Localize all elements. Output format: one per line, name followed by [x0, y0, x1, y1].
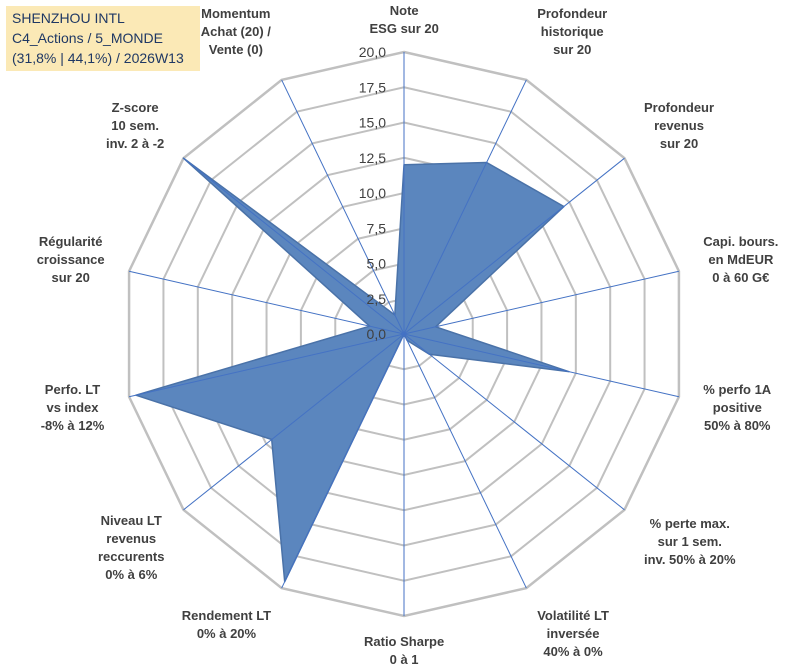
axis-label-line: inv. 50% à 20% [644, 552, 736, 568]
axis-label-line: Régularité [38, 233, 103, 249]
axis-label-line: ESG sur 20 [369, 21, 439, 36]
axis-spoke [403, 333, 527, 589]
axis-label-line: Profondeur [644, 99, 715, 115]
axis-spoke [403, 333, 625, 511]
axis-label-line: inv. 2 à -2 [106, 135, 165, 151]
axis-label-line: Z-score [111, 99, 159, 115]
axis-spoke [403, 270, 680, 335]
axis-spoke [183, 333, 405, 511]
tick-label: 10,0 [359, 185, 386, 201]
axis-label: Profondeur historique sur 20 [537, 5, 607, 59]
axis-spoke [403, 157, 625, 335]
axis-label-line: 0 à 1 [389, 652, 419, 667]
axis-spoke [403, 333, 680, 398]
axis-label: Perfo. LT vs index -8% à 12% [41, 381, 105, 435]
tick-label: 15,0 [359, 115, 386, 131]
axis-spoke [281, 333, 405, 589]
axis-label-line: 40% à 0% [543, 643, 603, 659]
radial-tick-labels: 0,0 2,5 5,0 7,5 10,0 12,5 15,0 17,5 20,0 [359, 44, 386, 342]
axis-label: Z-score 10 sem. inv. 2 à -2 [106, 99, 164, 153]
axis-label-line: Note [389, 3, 419, 18]
axis-label: % perfo 1A positive 50% à 80% [703, 381, 771, 435]
axis-label-line: Rendement LT [181, 607, 272, 623]
axis-label-line: inversée [546, 625, 600, 641]
axis-label-line: en MdEUR [708, 251, 774, 267]
axis-label: Ratio Sharpe 0 à 1 [364, 633, 444, 669]
axis-label-line: 0% à 20% [196, 625, 257, 641]
tick-label: 12,5 [359, 150, 386, 166]
axis-label-line: reccurents [98, 548, 165, 564]
chart-title: SHENZHOU INTL [12, 10, 125, 26]
axis-label-line: 0% à 6% [105, 566, 158, 582]
axis-label-line: sur 20 [51, 269, 90, 285]
axis-label: Profondeur revenus sur 20 [644, 99, 714, 153]
tick-label: 0,0 [367, 326, 387, 342]
axis-label-line: Profondeur [537, 6, 608, 22]
axis-label-line: sur 20 [553, 42, 592, 58]
axis-label-line: vs index [46, 400, 99, 416]
axis-label-line: positive [712, 400, 762, 416]
axis-label-line: sur 20 [659, 135, 699, 151]
axis-spoke [403, 79, 527, 335]
axis-label-line: Capi. bours. [703, 233, 779, 249]
axis-label-line: croissance [36, 251, 105, 267]
axis-label: Momentum Achat (20) / Vente (0) [201, 5, 271, 59]
axis-label: Capi. bours. en MdEUR 0 à 60 G€ [703, 233, 778, 287]
axis-label: Rendement LT 0% à 20% [182, 607, 271, 643]
chart-subtitle-stats: (31,8% | 44,1%) / 2026W13 [12, 50, 184, 66]
axis-label-line: Perfo. LT [44, 382, 101, 398]
chart-title-box: SHENZHOU INTL C4_Actions / 5_MONDE (31,8… [6, 6, 200, 71]
axis-spoke [128, 333, 405, 398]
axis-label-line: revenus [106, 530, 157, 546]
tick-label: 5,0 [367, 256, 387, 272]
chart-subtitle: C4_Actions / 5_MONDE [12, 30, 163, 46]
axis-label-line: % perfo 1A [703, 382, 772, 398]
axis-label-line: revenus [654, 117, 704, 133]
axis-label-line: 10 sem. [111, 117, 159, 133]
axis-label: Niveau LT revenus reccurents 0% à 6% [98, 512, 164, 584]
axis-label-line: Volatilité LT [537, 607, 609, 623]
axis-label: Note ESG sur 20 [370, 2, 439, 38]
tick-label: 20,0 [359, 44, 386, 60]
axis-spoke [128, 270, 405, 335]
axis-label-line: 0 à 60 G€ [712, 269, 770, 285]
tick-label: 2,5 [367, 291, 387, 307]
axis-label: Volatilité LT inversée 40% à 0% [537, 607, 609, 661]
radar-spokes [128, 52, 680, 616]
axis-label-line: Momentum [201, 6, 271, 22]
axis-label-line: Vente (0) [208, 42, 263, 58]
tick-label: 7,5 [367, 220, 387, 236]
axis-spoke [281, 79, 405, 335]
axis-label-line: Ratio Sharpe [364, 634, 445, 649]
axis-spoke [183, 157, 405, 335]
tick-label: 17,5 [359, 79, 386, 95]
axis-label-line: -8% à 12% [40, 418, 105, 434]
axis-label-line: sur 1 sem. [657, 534, 722, 550]
axis-label-line: % perte max. [649, 516, 730, 532]
axis-label-line: 50% à 80% [704, 418, 771, 434]
axis-label: Régularité croissance sur 20 [37, 233, 105, 287]
axis-label: % perte max. sur 1 sem. inv. 50% à 20% [644, 515, 736, 569]
axis-label-line: Niveau LT [100, 512, 162, 528]
axis-label-line: historique [540, 24, 604, 40]
axis-label-line: Achat (20) / [200, 24, 271, 40]
